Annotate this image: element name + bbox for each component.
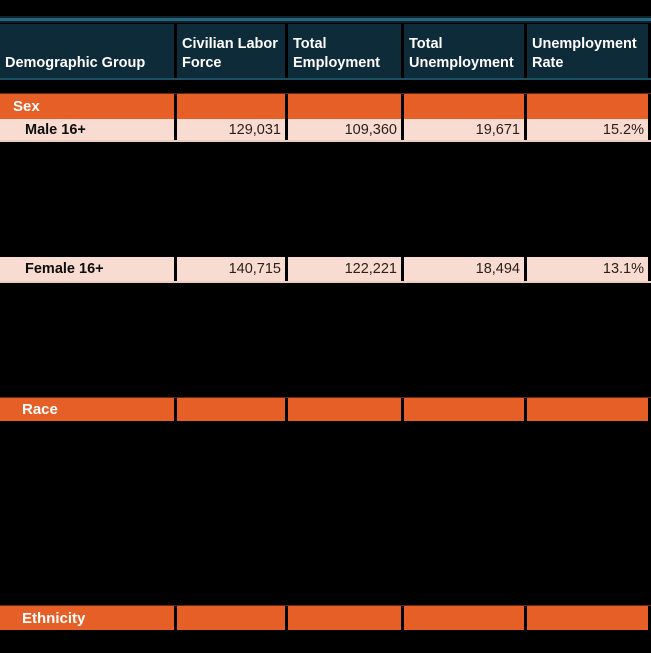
male-unemployment-rate-value[interactable]: 15.2% bbox=[527, 119, 648, 140]
section-row-race: Race bbox=[0, 397, 651, 421]
column-header-total-unemployment[interactable]: Total Unemployment bbox=[404, 24, 524, 78]
table-header-row: Demographic Group Civilian Labor Force T… bbox=[0, 24, 651, 80]
data-row-female: Female 16+ 140,715 122,221 18,494 13.1% bbox=[0, 257, 651, 283]
column-header-demographic-group[interactable]: Demographic Group bbox=[0, 24, 174, 78]
male-total-employment-value[interactable]: 109,360 bbox=[288, 119, 401, 140]
empty-cell[interactable] bbox=[527, 606, 648, 630]
male-total-unemployment-value[interactable]: 19,671 bbox=[404, 119, 524, 140]
table-top-border-line bbox=[0, 16, 651, 23]
empty-cell[interactable] bbox=[288, 94, 401, 119]
female-unemployment-rate-value[interactable]: 13.1% bbox=[527, 257, 648, 281]
male-civilian-labor-force-value[interactable]: 129,031 bbox=[177, 119, 285, 140]
empty-cell[interactable] bbox=[177, 606, 285, 630]
column-header-total-employment[interactable]: Total Employment bbox=[288, 24, 401, 78]
section-row-sex: Sex bbox=[0, 93, 651, 119]
empty-cell[interactable] bbox=[404, 606, 524, 630]
section-label-race[interactable]: Race bbox=[0, 398, 174, 421]
empty-cell[interactable] bbox=[527, 94, 648, 119]
section-row-ethnicity: Ethnicity bbox=[0, 605, 651, 630]
column-header-civilian-labor-force[interactable]: Civilian Labor Force bbox=[177, 24, 285, 78]
empty-cell[interactable] bbox=[404, 398, 524, 421]
empty-cell[interactable] bbox=[288, 606, 401, 630]
empty-cell[interactable] bbox=[404, 94, 524, 119]
row-label-male-16plus[interactable]: Male 16+ bbox=[0, 119, 174, 140]
female-total-unemployment-value[interactable]: 18,494 bbox=[404, 257, 524, 281]
empty-cell[interactable] bbox=[177, 94, 285, 119]
row-label-female-16plus[interactable]: Female 16+ bbox=[0, 257, 174, 281]
empty-cell[interactable] bbox=[177, 398, 285, 421]
section-label-ethnicity[interactable]: Ethnicity bbox=[0, 606, 174, 630]
data-row-male: Male 16+ 129,031 109,360 19,671 15.2% bbox=[0, 119, 651, 142]
female-civilian-labor-force-value[interactable]: 140,715 bbox=[177, 257, 285, 281]
empty-cell[interactable] bbox=[527, 398, 648, 421]
section-label-sex[interactable]: Sex bbox=[0, 94, 174, 119]
female-total-employment-value[interactable]: 122,221 bbox=[288, 257, 401, 281]
column-header-unemployment-rate[interactable]: Unemployment Rate bbox=[527, 24, 648, 78]
empty-cell[interactable] bbox=[288, 398, 401, 421]
